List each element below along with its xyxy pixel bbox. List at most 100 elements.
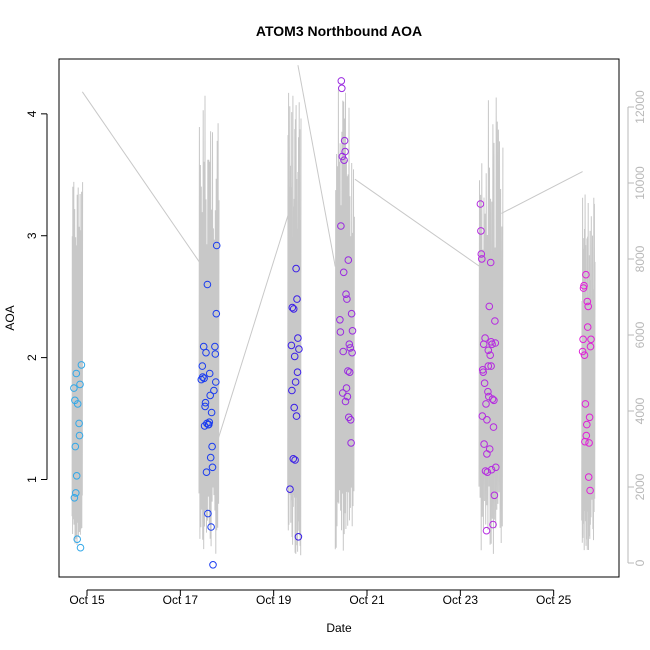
data-point	[342, 290, 350, 299]
data-point	[483, 468, 492, 477]
data-point	[581, 400, 590, 408]
data-point	[348, 327, 357, 335]
x-tick-label: Oct 21	[349, 593, 385, 607]
x-tick-label: Oct 19	[256, 593, 292, 607]
x-tick-label: Oct 15	[69, 593, 105, 607]
data-point	[72, 489, 80, 497]
data-point	[348, 348, 356, 357]
data-point	[204, 509, 212, 518]
data-point	[578, 347, 587, 356]
data-point	[346, 344, 355, 352]
data-point	[583, 297, 592, 306]
data-point	[583, 323, 592, 331]
data-point	[486, 351, 495, 360]
data-point	[288, 303, 297, 312]
data-point	[339, 268, 348, 277]
data-point	[340, 156, 348, 164]
data-point	[489, 520, 497, 529]
data-point	[209, 561, 217, 569]
data-point	[347, 309, 356, 318]
data-point	[579, 335, 587, 344]
data-point	[211, 350, 220, 358]
data-point	[478, 412, 487, 420]
data-point	[291, 456, 299, 464]
secondary-y-tick-label: 0	[633, 559, 647, 566]
data-point	[345, 368, 354, 377]
data-point	[72, 472, 81, 480]
y-tick-label: 2	[25, 354, 39, 361]
data-point	[585, 413, 594, 422]
data-point	[290, 352, 299, 361]
y-axis: 1 2 3 4	[25, 110, 48, 483]
data-point	[487, 362, 495, 370]
data-point	[492, 463, 500, 472]
data-point	[207, 523, 215, 531]
data-point	[585, 439, 593, 447]
secondary-y-tick-label: 2000	[633, 473, 647, 500]
data-point	[72, 369, 81, 378]
data-point	[584, 302, 593, 311]
data-point	[345, 340, 354, 349]
data-point	[482, 526, 491, 535]
data-point	[347, 439, 355, 447]
data-point	[336, 316, 344, 324]
data-point	[491, 317, 499, 325]
data-point	[206, 453, 215, 462]
secondary-block-1	[71, 181, 84, 546]
data-point	[584, 473, 593, 481]
data-point	[292, 412, 301, 420]
secondary-y-tick-label: 12000	[633, 90, 647, 124]
data-point	[212, 378, 220, 386]
data-point	[211, 342, 219, 351]
secondary-series-layer	[71, 65, 596, 556]
data-point	[480, 379, 489, 388]
data-point	[75, 419, 83, 428]
secondary-y-tick-label: 8000	[633, 245, 647, 272]
data-point	[203, 280, 212, 289]
data-point	[289, 455, 298, 463]
secondary-y-tick-label: 6000	[633, 321, 647, 348]
data-point	[478, 255, 486, 263]
secondary-connector-2	[218, 213, 290, 438]
data-point	[491, 339, 500, 347]
x-tick-label: Oct 23	[443, 593, 479, 607]
data-point	[287, 341, 296, 350]
data-point	[212, 309, 221, 318]
secondary-block-5	[478, 97, 504, 554]
data-point	[76, 543, 85, 552]
data-point	[288, 386, 296, 395]
data-point	[77, 361, 86, 369]
secondary-y-tick-label: 10000	[633, 166, 647, 200]
data-point	[73, 535, 81, 544]
data-point	[487, 338, 495, 346]
data-point	[341, 397, 350, 406]
data-point	[488, 395, 497, 403]
data-point	[484, 346, 493, 355]
data-point	[486, 258, 495, 267]
data-point	[290, 403, 299, 412]
data-point	[586, 342, 595, 351]
data-point	[294, 533, 303, 541]
data-point	[286, 485, 294, 494]
data-point	[198, 362, 207, 370]
data-point	[76, 380, 84, 389]
secondary-block-3	[287, 92, 302, 556]
data-point	[212, 241, 221, 250]
data-point	[344, 256, 353, 264]
data-point	[200, 374, 208, 383]
data-point	[198, 373, 207, 381]
y-tick-label: 1	[25, 476, 39, 483]
y-tick-label: 3	[25, 232, 39, 239]
data-point	[340, 136, 349, 145]
data-point	[484, 362, 493, 370]
data-point	[483, 416, 491, 424]
data-point	[71, 442, 80, 451]
data-point	[206, 391, 214, 400]
data-point	[345, 413, 353, 422]
x-axis-label: Date	[326, 621, 352, 635]
data-point	[293, 295, 301, 303]
secondary-y-axis: 0 2000 4000 6000 8000 10000 12000	[627, 90, 647, 566]
data-point	[477, 250, 486, 258]
data-point	[291, 378, 300, 386]
